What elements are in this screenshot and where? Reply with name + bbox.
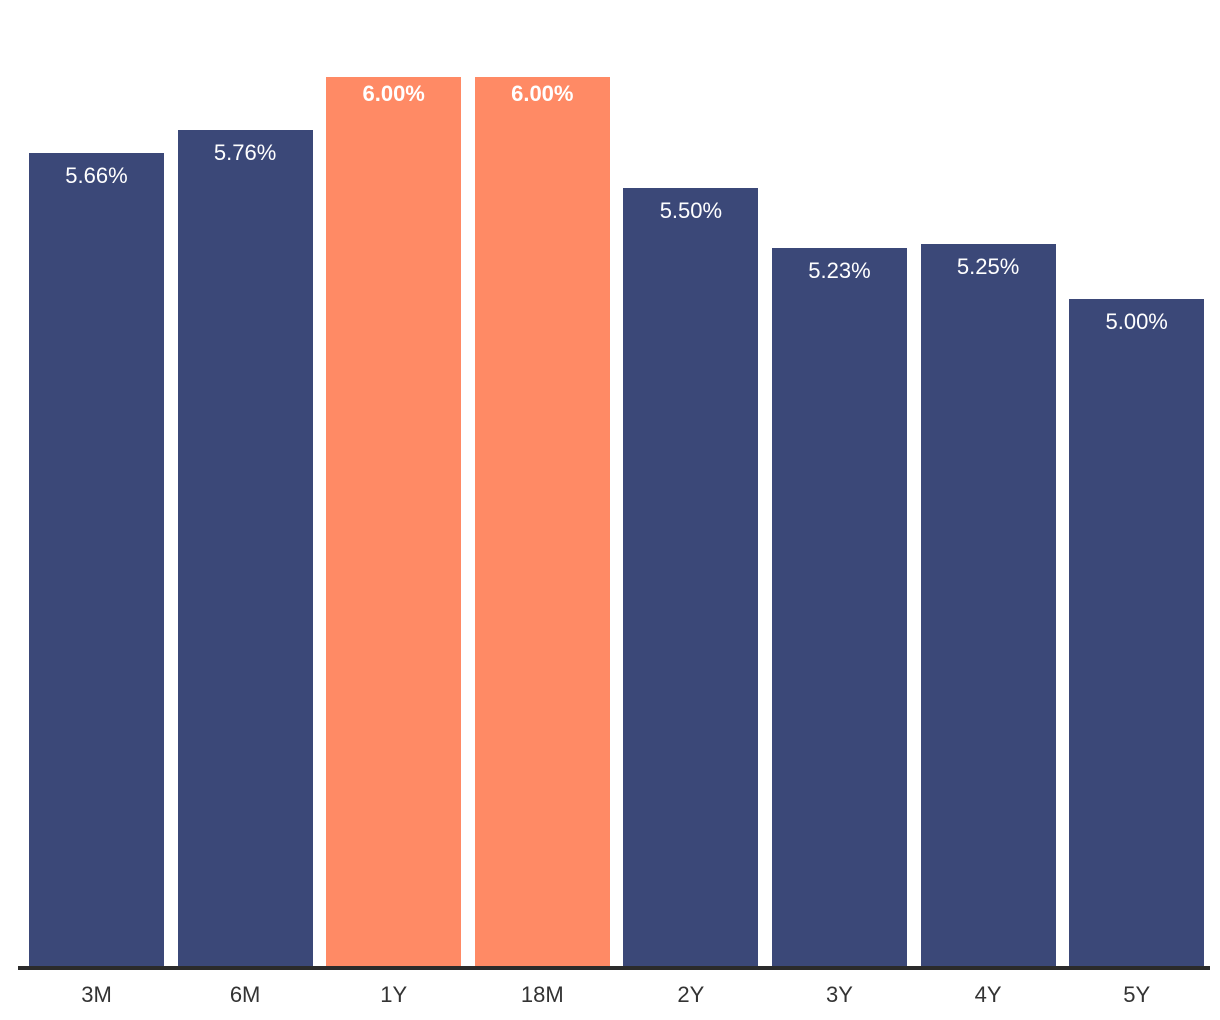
bar-18m: 6.00% (474, 77, 610, 966)
x-axis-tick-labels: 3M 6M 1Y 18M 2Y 3Y 4Y 5Y (0, 982, 1220, 1012)
bar-value-label: 5.23% (808, 258, 871, 284)
bar-value-label: 5.25% (956, 253, 1020, 279)
x-tick-2y: 2Y (677, 982, 705, 1007)
bar-2y: 5.50% (623, 188, 759, 966)
bar-value-label: 5.50% (659, 198, 723, 224)
bar-5y: 5.00% (1069, 299, 1205, 966)
x-axis-line (18, 966, 1210, 970)
x-tick-6m: 6M (229, 982, 261, 1007)
bar-value-label: 5.66% (65, 162, 128, 188)
x-tick-3y: 3Y (826, 982, 853, 1007)
bar-value-label: 6.00% (511, 81, 574, 106)
bar-value-label: 5.00% (1105, 309, 1168, 335)
bar-3y: 5.23% (772, 248, 907, 966)
x-tick-4y: 4Y (974, 982, 1002, 1007)
bar-6m: 5.76% (177, 130, 313, 966)
x-tick-3m: 3M (81, 982, 112, 1007)
bar-3m: 5.66% (29, 152, 164, 966)
bar-value-label: 6.00% (362, 81, 425, 106)
x-tick-18m: 18M (520, 982, 564, 1007)
x-tick-5y: 5Y (1123, 982, 1151, 1007)
bar-4y: 5.25% (920, 243, 1056, 966)
bar-1y: 6.00% (326, 77, 462, 966)
bar-value-label: 5.76% (213, 140, 277, 166)
x-tick-1y: 1Y (380, 982, 408, 1007)
